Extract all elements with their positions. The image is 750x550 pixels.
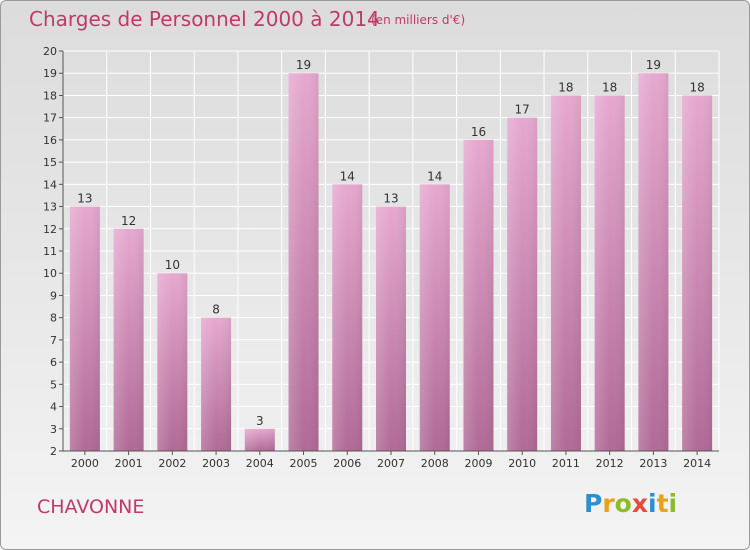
y-tick-label: 7 xyxy=(50,334,57,347)
y-tick-label: 9 xyxy=(50,289,57,302)
data-label: 18 xyxy=(689,80,704,94)
y-tick-label: 16 xyxy=(43,134,57,147)
x-tick-label: 2002 xyxy=(158,457,186,470)
proxiti-logo: Proxiti xyxy=(584,489,678,518)
y-tick-label: 8 xyxy=(50,312,57,325)
y-tick-label: 10 xyxy=(43,267,57,280)
bar-shade xyxy=(69,206,100,451)
data-label: 14 xyxy=(340,169,355,183)
y-tick-label: 13 xyxy=(43,201,57,214)
commune-name: CHAVONNE xyxy=(37,496,145,518)
bar-shade xyxy=(682,95,713,451)
data-label: 16 xyxy=(471,125,486,139)
bar-shade xyxy=(201,317,232,451)
data-labels: 13 12 10 8 3 19 14 13 14 16 17 18 18 19 18 xyxy=(77,58,705,428)
y-tick-label: 2 xyxy=(50,445,57,458)
y-tick-label: 6 xyxy=(50,356,57,369)
bar-shade xyxy=(376,206,406,451)
bar-shade xyxy=(507,117,538,452)
data-label: 10 xyxy=(165,258,180,272)
x-tick-label: 2011 xyxy=(552,457,580,470)
y-tick-label: 4 xyxy=(50,401,57,414)
bar-shade xyxy=(157,273,188,451)
data-label: 18 xyxy=(602,80,617,94)
x-tick-label: 2010 xyxy=(508,457,536,470)
y-tick-label: 17 xyxy=(43,112,57,125)
y-tick-label: 5 xyxy=(50,378,57,391)
x-tick-label: 2012 xyxy=(596,457,624,470)
data-label: 13 xyxy=(77,192,92,206)
x-tick-label: 2000 xyxy=(71,457,99,470)
data-label: 19 xyxy=(296,58,311,72)
y-tick-label: 15 xyxy=(43,156,57,169)
bar-shade xyxy=(332,184,363,452)
y-tick-label: 3 xyxy=(50,423,57,436)
data-label: 17 xyxy=(515,103,530,117)
y-tick-label: 18 xyxy=(43,89,57,102)
data-label: 19 xyxy=(646,58,661,72)
bar-shade xyxy=(419,184,450,452)
data-label: 13 xyxy=(383,192,398,206)
y-tick-label: 14 xyxy=(43,178,57,191)
data-label: 12 xyxy=(121,214,136,228)
bar-shade xyxy=(288,73,319,451)
data-label: 8 xyxy=(212,303,220,317)
bar-shade xyxy=(550,95,581,451)
bar-shade xyxy=(244,428,275,451)
x-tick-label: 2014 xyxy=(683,457,711,470)
y-tick-label: 12 xyxy=(43,223,57,236)
x-tick-label: 2004 xyxy=(246,457,274,470)
data-label: 18 xyxy=(558,80,573,94)
chart-subtitle: (en milliers d'€) xyxy=(371,13,466,27)
x-tick-label: 2008 xyxy=(421,457,449,470)
bar-shade xyxy=(638,73,669,451)
y-tick-label: 11 xyxy=(43,245,57,258)
x-tick-label: 2013 xyxy=(639,457,667,470)
chart-title: Charges de Personnel 2000 à 2014 xyxy=(29,7,380,31)
bar-shade xyxy=(113,228,144,451)
x-tick-label: 2006 xyxy=(333,457,361,470)
data-label: 14 xyxy=(427,169,442,183)
bars xyxy=(69,73,713,452)
y-tick-label: 20 xyxy=(43,45,57,58)
x-tick-label: 2005 xyxy=(290,457,318,470)
x-tick-label: 2003 xyxy=(202,457,230,470)
x-tick-label: 2007 xyxy=(377,457,405,470)
data-label: 3 xyxy=(256,414,264,428)
x-tick-label: 2001 xyxy=(115,457,143,470)
bar-shade xyxy=(463,139,494,451)
x-tick-label: 2009 xyxy=(464,457,492,470)
y-tick-label: 19 xyxy=(43,67,57,80)
axes: 2 3 4 5 6 7 8 9 10 11 12 13 14 15 16 17 18 19 20 2000 2001 20… xyxy=(43,45,719,470)
bar-shade xyxy=(594,95,625,451)
